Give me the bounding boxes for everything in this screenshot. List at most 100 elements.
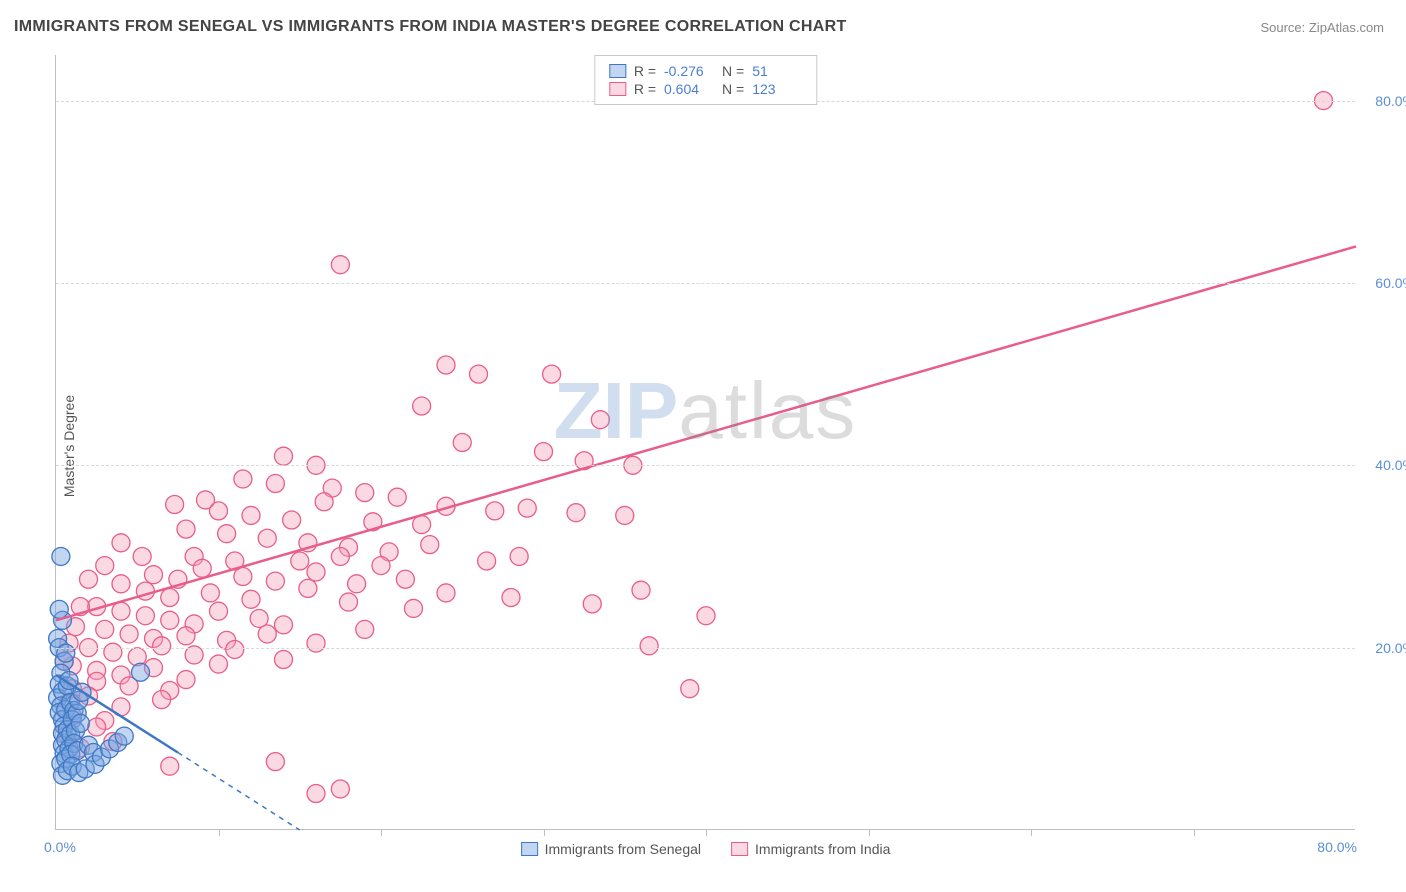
data-point — [283, 511, 301, 529]
plot-area: R = -0.276 N = 51 R = 0.604 N = 123 ZIPa… — [55, 55, 1355, 830]
gridline — [56, 648, 1355, 649]
data-point — [266, 572, 284, 590]
data-point — [478, 552, 496, 570]
data-point — [331, 547, 349, 565]
data-point — [112, 602, 130, 620]
legend-label-india: Immigrants from India — [755, 841, 890, 857]
legend-item-senegal: Immigrants from Senegal — [521, 841, 701, 857]
data-point — [177, 671, 195, 689]
data-point — [697, 607, 715, 625]
trend-line — [56, 246, 1356, 620]
data-point — [518, 499, 536, 517]
data-point — [331, 256, 349, 274]
legend-bottom: Immigrants from Senegal Immigrants from … — [521, 841, 891, 857]
data-point — [583, 595, 601, 613]
data-point — [356, 484, 374, 502]
swatch-senegal-bottom — [521, 842, 538, 856]
data-point — [226, 640, 244, 658]
data-point — [145, 566, 163, 584]
swatch-india-bottom — [731, 842, 748, 856]
data-point — [470, 365, 488, 383]
data-point — [437, 584, 455, 602]
data-point — [681, 680, 699, 698]
data-point — [52, 547, 70, 565]
data-point — [161, 757, 179, 775]
n-label: N = — [722, 81, 744, 97]
data-point — [421, 536, 439, 554]
ytick-label: 40.0% — [1360, 457, 1406, 473]
data-point — [96, 557, 114, 575]
data-point — [340, 593, 358, 611]
data-point — [331, 780, 349, 798]
xtick-label-min: 0.0% — [44, 839, 76, 855]
swatch-india — [609, 82, 626, 96]
r-label: R = — [634, 81, 656, 97]
ytick-label: 20.0% — [1360, 640, 1406, 656]
xtick-label-max: 80.0% — [1317, 839, 1357, 855]
data-point — [234, 568, 252, 586]
data-point — [502, 589, 520, 607]
data-point — [80, 570, 98, 588]
data-point — [153, 637, 171, 655]
xtick — [544, 829, 545, 836]
data-point — [266, 475, 284, 493]
data-point — [307, 563, 325, 581]
gridline — [56, 465, 1355, 466]
data-point — [50, 600, 68, 618]
legend-top: R = -0.276 N = 51 R = 0.604 N = 123 — [594, 55, 817, 105]
r-value-senegal: -0.276 — [664, 63, 714, 79]
legend-label-senegal: Immigrants from Senegal — [545, 841, 701, 857]
ytick-label: 80.0% — [1360, 93, 1406, 109]
data-point — [88, 718, 106, 736]
data-point — [132, 663, 150, 681]
xtick — [381, 829, 382, 836]
data-point — [616, 506, 634, 524]
data-point — [266, 753, 284, 771]
data-point — [258, 529, 276, 547]
r-value-india: 0.604 — [664, 81, 714, 97]
data-point — [136, 607, 154, 625]
data-point — [197, 491, 215, 509]
data-point — [210, 602, 228, 620]
ytick-label: 60.0% — [1360, 275, 1406, 291]
data-point — [510, 547, 528, 565]
data-point — [185, 646, 203, 664]
data-point — [396, 570, 414, 588]
data-point — [405, 599, 423, 617]
data-point — [632, 581, 650, 599]
data-point — [71, 714, 89, 732]
data-point — [242, 506, 260, 524]
data-point — [275, 616, 293, 634]
data-point — [535, 443, 553, 461]
n-label: N = — [722, 63, 744, 79]
data-point — [567, 504, 585, 522]
data-point — [356, 620, 374, 638]
data-point — [201, 584, 219, 602]
r-label: R = — [634, 63, 656, 79]
data-point — [161, 611, 179, 629]
xtick — [869, 829, 870, 836]
data-point — [115, 727, 133, 745]
data-point — [258, 625, 276, 643]
data-point — [453, 434, 471, 452]
chart-svg — [56, 55, 1355, 829]
data-point — [413, 397, 431, 415]
data-point — [543, 365, 561, 383]
data-point — [210, 655, 228, 673]
data-point — [166, 496, 184, 514]
data-point — [234, 470, 252, 488]
data-point — [640, 637, 658, 655]
data-point — [128, 648, 146, 666]
data-point — [112, 534, 130, 552]
n-value-india: 123 — [752, 81, 802, 97]
data-point — [486, 502, 504, 520]
xtick — [1031, 829, 1032, 836]
swatch-senegal — [609, 64, 626, 78]
legend-row-india: R = 0.604 N = 123 — [609, 81, 802, 97]
xtick — [219, 829, 220, 836]
data-point — [315, 493, 333, 511]
data-point — [388, 488, 406, 506]
data-point — [161, 589, 179, 607]
legend-row-senegal: R = -0.276 N = 51 — [609, 63, 802, 79]
data-point — [133, 547, 151, 565]
